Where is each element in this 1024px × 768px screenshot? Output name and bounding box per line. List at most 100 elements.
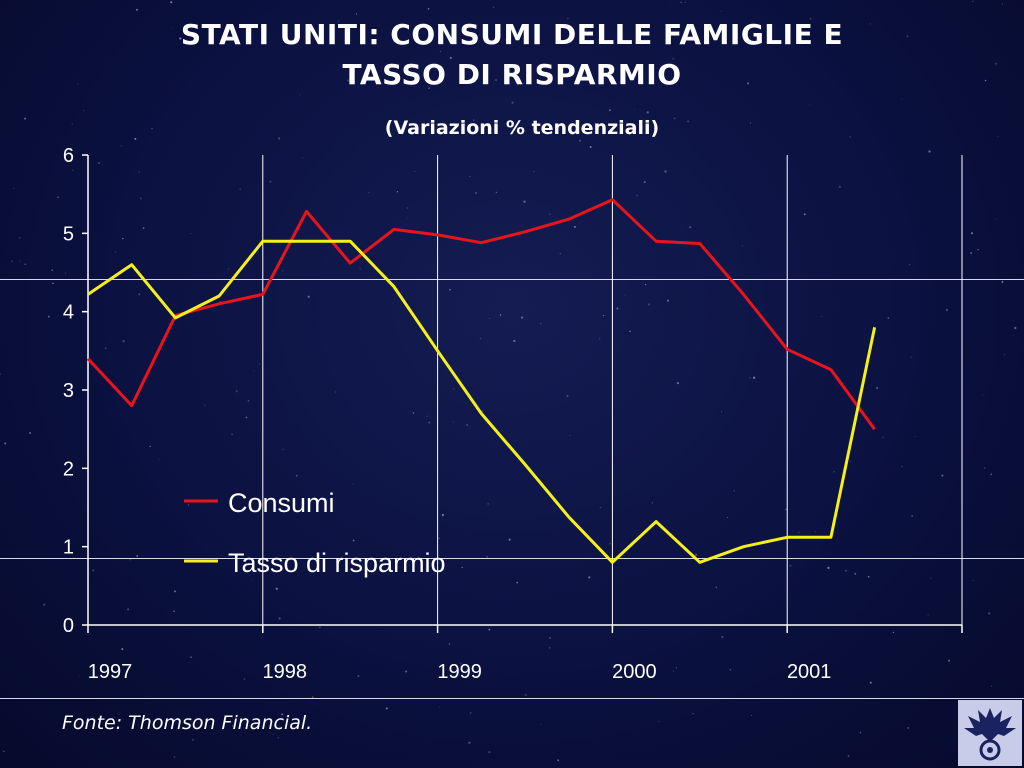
star-dot xyxy=(142,227,145,230)
star-dot xyxy=(72,169,74,171)
star-dot xyxy=(948,659,951,662)
star-dot xyxy=(352,539,355,542)
y-tick-label: 5 xyxy=(63,223,74,245)
star-dot xyxy=(814,531,816,533)
star-dot xyxy=(664,170,667,173)
star-dot xyxy=(533,171,535,173)
star-dot xyxy=(915,436,917,437)
legend-item-tasso-di-risparmio-label: Tasso di risparmio xyxy=(228,548,446,578)
star-dot xyxy=(524,693,527,697)
star-dot xyxy=(995,218,997,220)
star-dot xyxy=(559,253,561,255)
star-dot xyxy=(170,1,173,4)
star-dot xyxy=(92,569,95,572)
star-dot xyxy=(481,410,484,413)
star-dot xyxy=(721,635,724,639)
star-dot xyxy=(540,723,542,725)
star-dot xyxy=(29,432,32,434)
star-dot xyxy=(78,676,80,678)
star-dot xyxy=(720,10,722,12)
star-dot xyxy=(357,675,360,678)
star-dot xyxy=(749,377,751,379)
star-dot xyxy=(876,386,879,389)
star-dot xyxy=(945,308,949,311)
star-dot xyxy=(729,669,731,671)
star-dot xyxy=(173,610,175,613)
x-tick-label: 2000 xyxy=(612,661,657,683)
star-dot xyxy=(126,608,130,611)
star-dot xyxy=(405,670,408,673)
star-dot xyxy=(636,194,639,197)
star-dot xyxy=(901,466,903,468)
star-dot xyxy=(338,20,339,22)
star-dot xyxy=(231,433,233,436)
star-dot xyxy=(672,58,674,60)
star-dot xyxy=(441,513,445,517)
star-dot xyxy=(849,136,851,138)
star-dot xyxy=(173,756,176,758)
star-dot xyxy=(579,139,582,142)
star-dot xyxy=(684,1,686,3)
star-dot xyxy=(869,681,872,684)
star-dot xyxy=(1002,3,1003,5)
star-dot xyxy=(692,713,694,715)
star-dot xyxy=(247,399,250,402)
star-dot xyxy=(151,127,153,130)
star-dot xyxy=(669,5,671,7)
star-dot xyxy=(629,330,631,333)
star-dot xyxy=(427,8,430,10)
star-dot xyxy=(644,283,647,286)
star-dot xyxy=(672,670,674,672)
star-dot xyxy=(4,442,7,445)
star-dot xyxy=(413,170,416,173)
star-dot xyxy=(121,648,124,651)
star-dot xyxy=(493,6,495,8)
star-dot xyxy=(136,555,139,557)
star-dot xyxy=(0,373,1,375)
star-dot xyxy=(448,643,451,645)
star-dot xyxy=(488,628,491,631)
star-dot xyxy=(838,185,841,189)
star-dot xyxy=(277,736,280,739)
star-dot xyxy=(235,390,238,393)
star-dot xyxy=(459,662,462,665)
star-dot xyxy=(486,556,488,558)
x-tick-label: 1999 xyxy=(437,661,482,683)
star-dot xyxy=(982,394,983,396)
star-dot xyxy=(970,252,973,254)
star-dot xyxy=(453,388,455,390)
star-dot xyxy=(24,263,27,266)
star-dot xyxy=(906,35,909,38)
star-dot xyxy=(941,474,944,477)
star-dot xyxy=(285,34,288,37)
star-dot xyxy=(676,381,680,385)
star-dot xyxy=(599,506,602,509)
star-dot xyxy=(272,734,274,735)
star-dot xyxy=(97,161,101,165)
star-dot xyxy=(867,575,870,578)
star-dot xyxy=(599,338,601,340)
star-dot xyxy=(466,423,469,427)
star-dot xyxy=(882,436,884,439)
star-dot xyxy=(190,233,192,234)
star-dot xyxy=(473,119,475,121)
star-dot xyxy=(192,739,194,741)
chart-title-line-2: TASSO DI RISPARMIO xyxy=(342,58,682,91)
star-dot xyxy=(158,458,160,460)
star-dot xyxy=(892,631,895,634)
star-dot xyxy=(749,122,751,124)
line-chart: 0 1 2 3 4 5 6 1997 1998 1999 2000 2001 Consumi Tasso … xyxy=(63,145,877,683)
star-dot xyxy=(278,617,281,620)
star-dot xyxy=(245,416,248,419)
star-dot xyxy=(488,750,491,754)
y-tick-label: 6 xyxy=(63,145,74,167)
star-dot xyxy=(569,435,571,437)
star-dot xyxy=(204,404,206,406)
star-dot xyxy=(513,339,516,343)
star-dot xyxy=(269,180,272,183)
star-dot xyxy=(335,391,337,393)
star-dot xyxy=(907,727,909,729)
star-dot xyxy=(859,731,862,734)
star-dot xyxy=(275,587,278,590)
star-dot xyxy=(972,0,974,3)
